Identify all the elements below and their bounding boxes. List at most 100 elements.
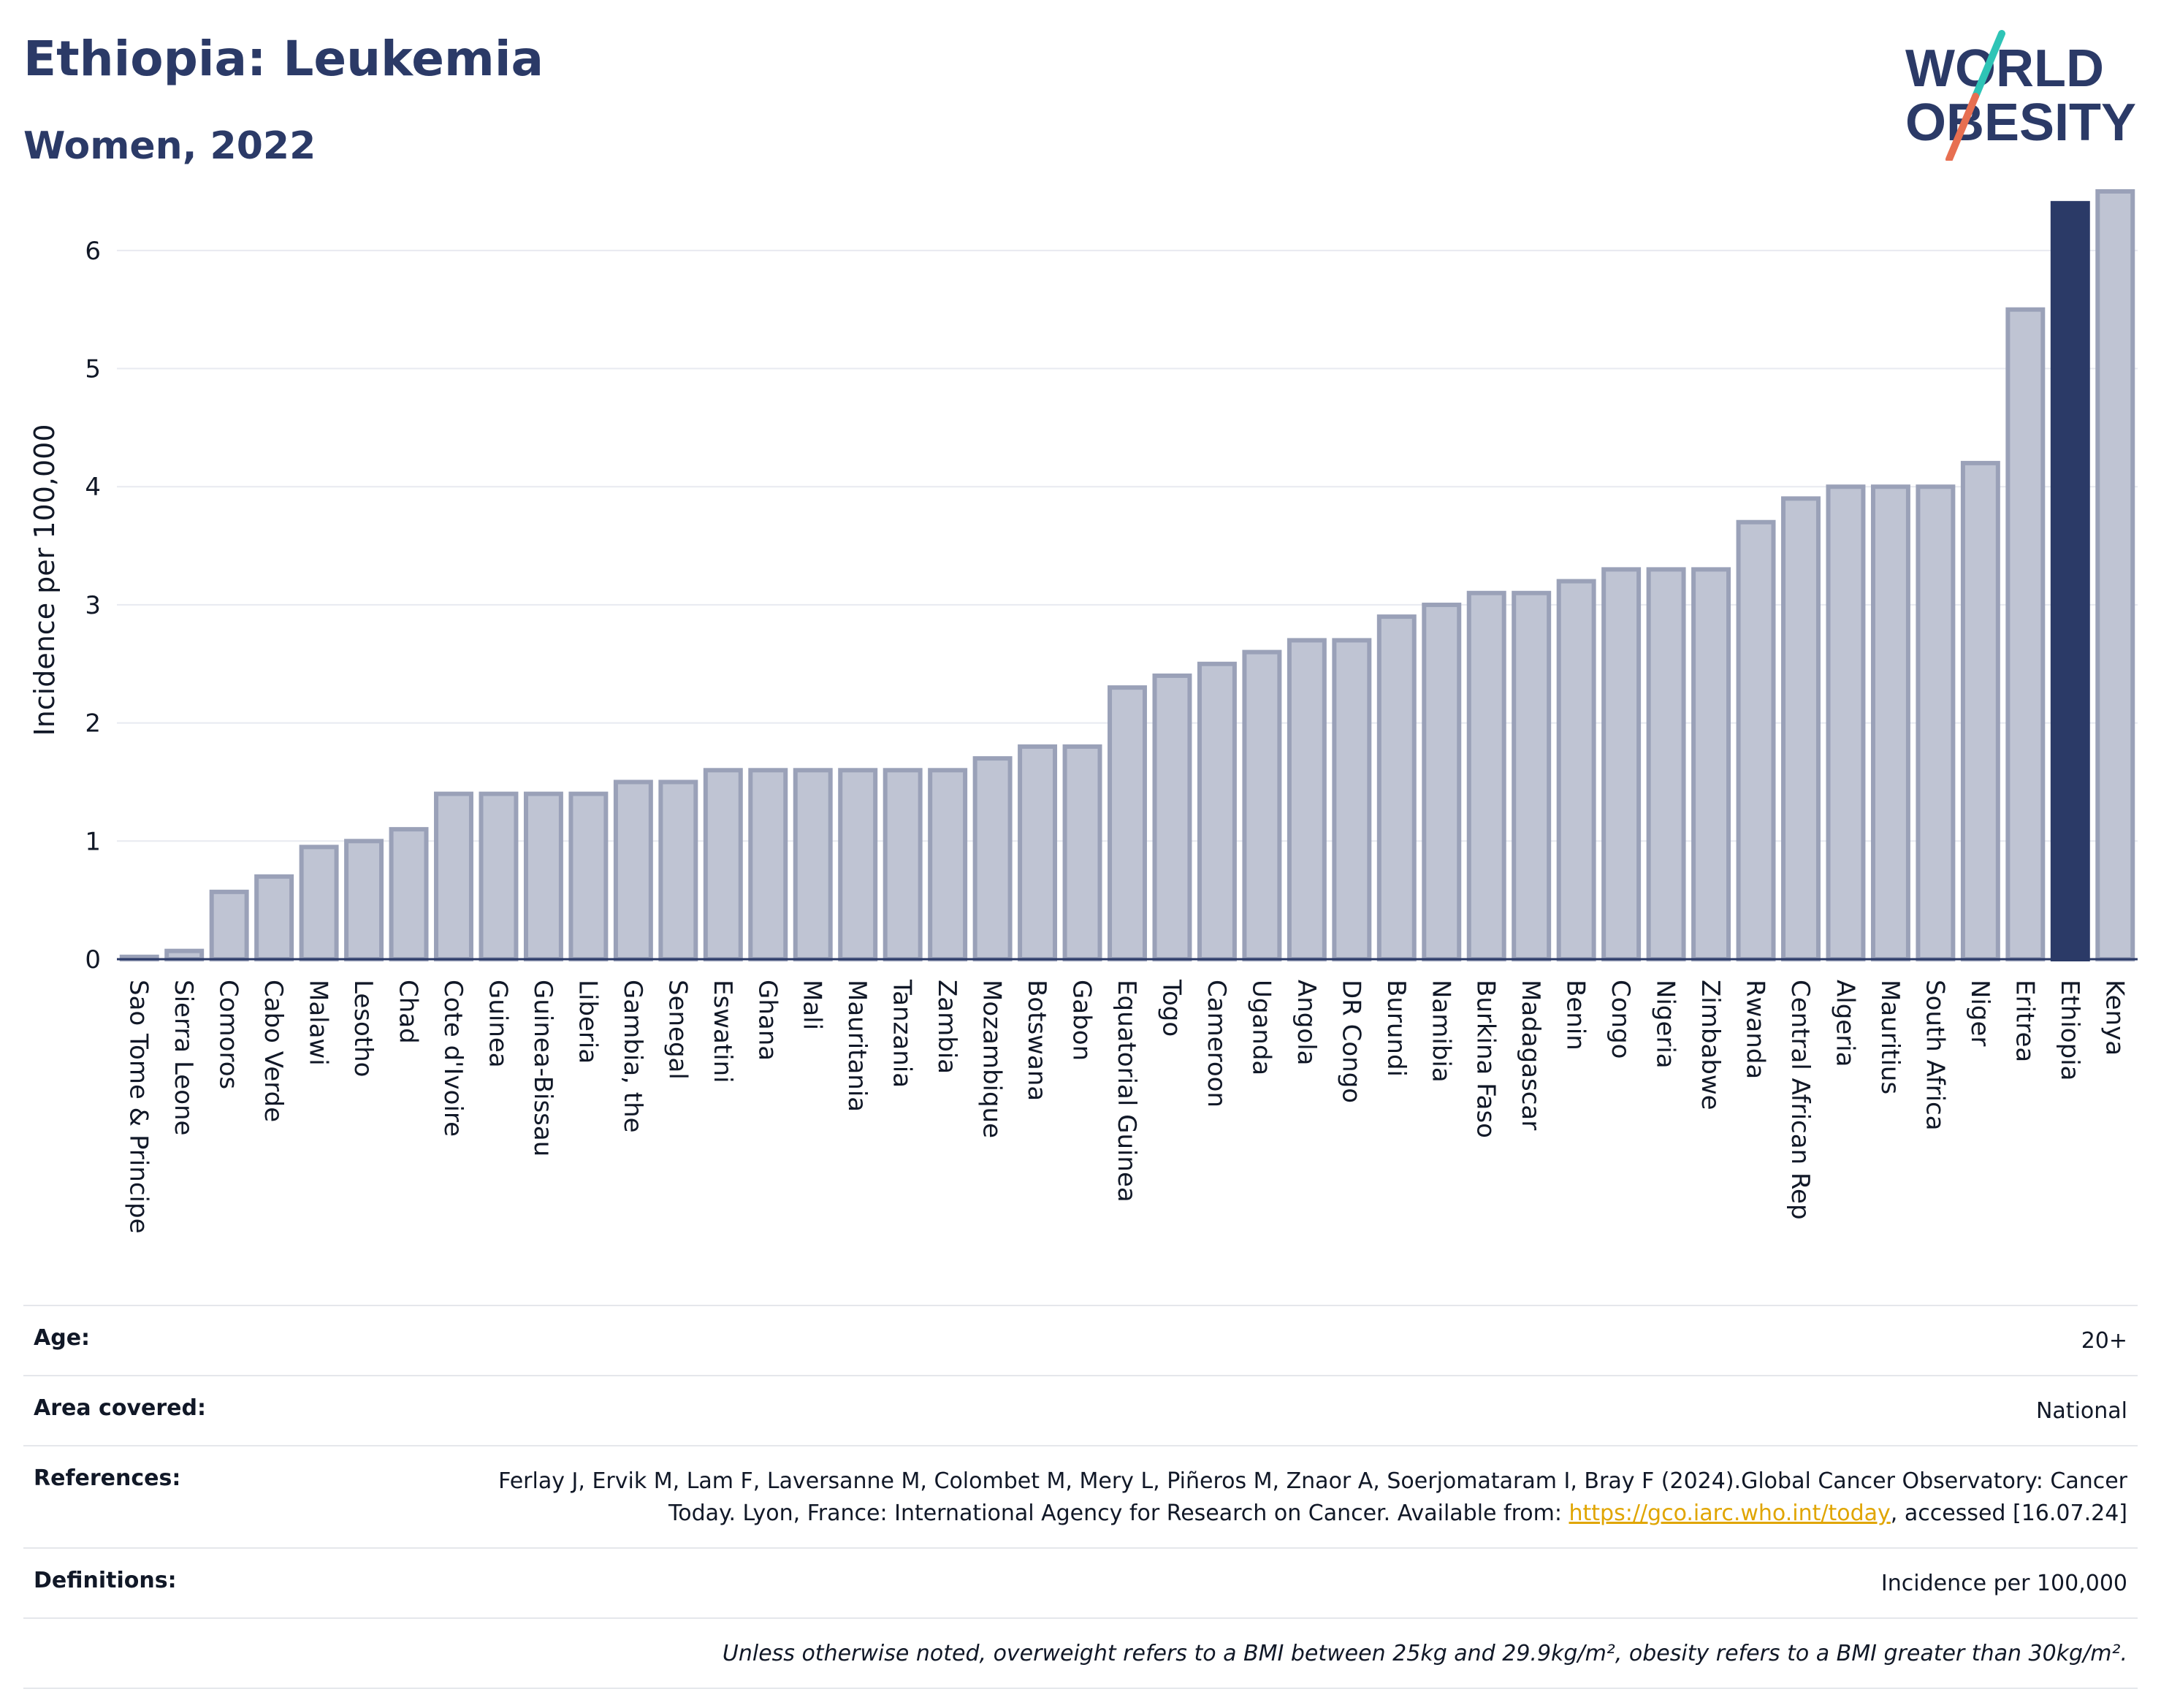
bar-mali — [793, 768, 833, 962]
x-tick-label: Namibia — [1426, 980, 1455, 1083]
x-tick-label: Cote d'Ivoire — [438, 980, 468, 1137]
meta-row-age: Age: 20+ — [23, 1306, 2138, 1376]
x-tick-label: Guinea-Bissau — [528, 980, 557, 1156]
x-tick-label: Gabon — [1067, 980, 1097, 1061]
x-tick-label: Benin — [1561, 980, 1590, 1051]
bar-central-african-rep — [1781, 496, 1821, 961]
x-tick-label: Burkina Faso — [1471, 980, 1501, 1138]
bar-south-africa — [1916, 484, 1956, 961]
meta-row-references: References: Ferlay J, Ervik M, Lam F, La… — [23, 1446, 2138, 1549]
bar-equatorial-guinea — [1108, 685, 1147, 961]
x-tick-label: Niger — [1965, 980, 1994, 1046]
x-tick-label: Eritrea — [2010, 980, 2039, 1062]
bar-namibia — [1422, 602, 1462, 962]
chart-subtitle: Women, 2022 — [23, 124, 316, 168]
bar-rwanda — [1736, 519, 1776, 961]
x-tick-label: Zambia — [932, 980, 961, 1074]
bar-lesotho — [344, 839, 384, 962]
x-tick-label: Togo — [1156, 979, 1186, 1037]
bar-ethiopia — [2050, 201, 2090, 962]
meta-definitions-value: Incidence per 100,000 — [1880, 1571, 2127, 1596]
bar-senegal — [658, 779, 698, 962]
y-tick-label: 2 — [85, 709, 101, 739]
bar-guinea-bissau — [523, 791, 563, 961]
bar-mozambique — [972, 756, 1013, 961]
bar-mauritius — [1870, 484, 1910, 961]
bar-madagascar — [1512, 590, 1552, 961]
y-axis-label: Incidence per 100,000 — [28, 424, 61, 736]
meta-references-label: References: — [34, 1465, 181, 1491]
x-tick-label: Madagascar — [1516, 980, 1545, 1130]
chart-title: Ethiopia: Leukemia — [23, 31, 544, 87]
bar-benin — [1556, 579, 1596, 961]
y-tick-label: 5 — [85, 355, 101, 384]
x-tick-label: Rwanda — [1741, 980, 1770, 1079]
bar-comoros — [209, 889, 249, 961]
bar-chad — [389, 827, 429, 961]
meta-area-value: National — [2035, 1398, 2127, 1424]
references-link[interactable]: https://gco.iarc.who.int/today — [1569, 1501, 1891, 1526]
x-tick-label: Mauritania — [842, 980, 872, 1112]
logo-text-world: WORLD — [1905, 39, 2104, 98]
x-tick-label: Eswatini — [708, 980, 737, 1083]
y-tick-label: 6 — [85, 237, 101, 266]
x-tick-label: Congo — [1606, 980, 1635, 1059]
x-tick-label: Lesotho — [348, 980, 378, 1077]
x-tick-label: Burundi — [1381, 980, 1411, 1077]
logo-slash-teal — [1972, 30, 2005, 100]
x-tick-label: Kenya — [2100, 980, 2129, 1056]
bar-eritrea — [2005, 307, 2046, 961]
bar-botswana — [1018, 744, 1058, 961]
meta-references-value: Ferlay J, Ervik M, Lam F, Laversanne M, … — [447, 1465, 2127, 1530]
bar-tanzania — [883, 768, 923, 962]
meta-definitions-label: Definitions: — [34, 1568, 177, 1593]
x-tick-label: DR Congo — [1336, 980, 1365, 1103]
y-tick-label: 1 — [85, 827, 101, 856]
bar-cote-d-ivoire — [434, 791, 473, 961]
y-tick-labels: 0 1 2 3 4 5 6 — [85, 237, 101, 975]
bar-nigeria — [1646, 567, 1686, 961]
bar-kenya — [2095, 189, 2135, 961]
bar-dr-congo — [1332, 638, 1372, 962]
x-tick-label: Cabo Verde — [259, 980, 288, 1122]
bar-liberia — [568, 791, 609, 961]
bar-gambia-the — [613, 779, 653, 962]
x-tick-label: Ghana — [752, 980, 782, 1061]
x-tick-label: Ethiopia — [2055, 980, 2084, 1080]
bar-niger — [1960, 460, 2000, 961]
bar-togo — [1152, 673, 1192, 961]
x-tick-label: Zimbabwe — [1696, 980, 1725, 1110]
bar-eswatini — [703, 768, 743, 962]
x-tick-label: Sierra Leone — [169, 980, 198, 1135]
meta-row-note: Unless otherwise noted, overweight refer… — [23, 1619, 2138, 1689]
y-tick-label: 0 — [85, 945, 101, 975]
x-tick-label: Tanzania — [888, 979, 917, 1088]
x-tick-label: Mali — [798, 980, 827, 1030]
x-tick-label: Gambia, the — [618, 980, 647, 1133]
meta-row-definitions: Definitions: Incidence per 100,000 — [23, 1549, 2138, 1619]
meta-note: Unless otherwise noted, overweight refer… — [722, 1641, 2127, 1666]
bar-malawi — [299, 845, 339, 962]
bar-ghana — [748, 768, 788, 962]
x-tick-label: Mozambique — [977, 980, 1007, 1138]
bar-congo — [1601, 567, 1642, 961]
bar-zambia — [928, 768, 968, 962]
metadata-table: Age: 20+ Area covered: National Referenc… — [23, 1305, 2138, 1689]
bar-chart: Sao Tome & Principe Sierra Leone Comoros Ca… — [28, 189, 2138, 1234]
bar-cameroon — [1197, 661, 1237, 961]
bar-cabo-verde — [254, 874, 294, 962]
bar-guinea — [479, 791, 519, 961]
references-accessed: , accessed [16.07.24] — [1890, 1501, 2127, 1526]
x-tick-label: Uganda — [1246, 980, 1276, 1075]
x-tick-label: Malawi — [304, 980, 333, 1066]
meta-age-value: 20+ — [2081, 1328, 2127, 1354]
world-obesity-logo: WORLD OBESITY — [1905, 30, 2136, 161]
y-tick-label: 3 — [85, 591, 101, 620]
x-tick-label: Angola — [1292, 980, 1321, 1065]
meta-row-area: Area covered: National — [23, 1376, 2138, 1446]
references-text: Ferlay J, Ervik M, Lam F, Laversanne M, … — [498, 1468, 2127, 1526]
x-tick-label: Cameroon — [1202, 980, 1231, 1107]
x-tick-label: Central African Rep — [1785, 980, 1815, 1220]
x-tick-label: South Africa — [1920, 980, 1949, 1131]
x-tick-label: Chad — [394, 980, 423, 1044]
